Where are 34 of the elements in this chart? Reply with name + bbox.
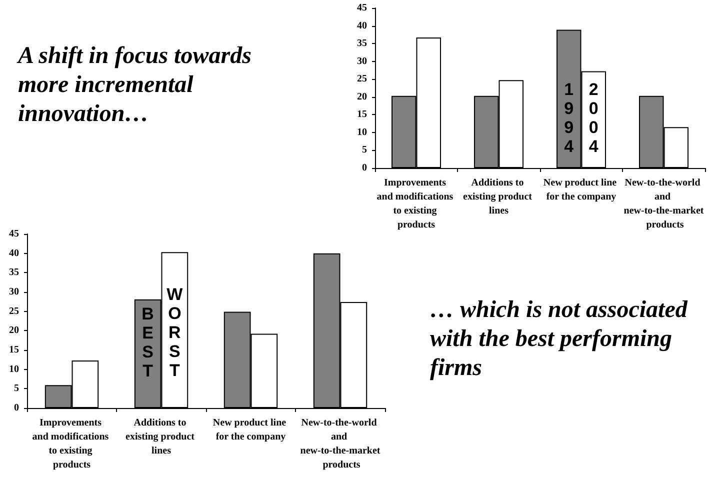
y-tick-label: 25 (357, 74, 367, 85)
y-tick-label: 0 (14, 402, 19, 414)
text: A shift in focus towards more incremental innovation… (18, 42, 252, 129)
y-tick-label: 35 (357, 38, 367, 50)
y-tick-label: 40 (357, 20, 367, 32)
y-tick-label: 15 (9, 344, 19, 356)
annotation: BEST (142, 304, 154, 380)
x-tick-label: Additions to existing product lines (463, 178, 534, 216)
y-tick-label: 5 (362, 144, 367, 156)
x-tick-label: New-to-the-world and new-to-the-market products (300, 418, 381, 470)
text: … which is not associated with the best performing firms (430, 296, 689, 383)
y-tick-label: 30 (9, 286, 19, 298)
x-tick-label: New product line for the company (212, 418, 289, 442)
annotation: 1994 (564, 80, 574, 156)
y-tick-label: 25 (9, 306, 19, 317)
y-tick-label: 30 (357, 56, 367, 67)
x-tick-label: Additions to existing product lines (126, 418, 197, 456)
y-tick-label: 0 (362, 162, 367, 174)
y-tick-label: 35 (9, 267, 19, 278)
y-tick-label: 10 (9, 364, 19, 375)
y-tick-label: 15 (357, 109, 367, 120)
x-tick-label: Improvements and modifications to existing products (376, 178, 456, 230)
y-tick-label: 20 (357, 91, 367, 102)
y-tick-label: 45 (357, 2, 367, 14)
annotation: 2004 (588, 80, 599, 156)
y-tick-label: 40 (9, 248, 19, 259)
y-tick-label: 5 (14, 383, 19, 394)
x-tick-label: New product line for the company (543, 178, 620, 202)
x-tick-label: New-to-the-world and new-to-the-market products (624, 178, 704, 230)
y-tick-label: 45 (9, 228, 19, 240)
y-tick-label: 20 (9, 325, 19, 336)
annotation: WORST (166, 285, 184, 380)
y-tick-label: 10 (357, 126, 367, 138)
x-tick-label: Improvements and modifications to existing products (32, 418, 112, 470)
